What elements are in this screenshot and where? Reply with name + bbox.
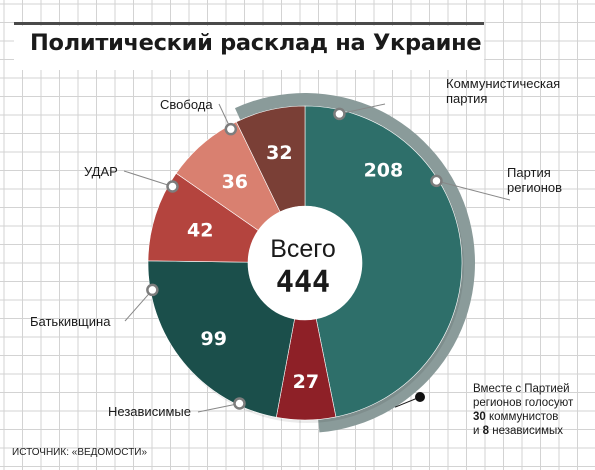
- value-label-independents: 27: [293, 371, 319, 393]
- callout-label-party-of-regions: регионов: [507, 180, 562, 195]
- note-independents-count: 8: [482, 425, 490, 437]
- note-communists-count: 30: [473, 411, 486, 423]
- donut-hole: [248, 206, 362, 320]
- title-bar: [14, 26, 484, 70]
- note-independents-word: независимых: [492, 425, 564, 437]
- title-rule: [14, 22, 484, 25]
- value-label-party-of-regions: 208: [364, 160, 404, 182]
- value-label-communists: 32: [266, 142, 292, 164]
- center-label: Всего: [270, 235, 336, 263]
- marker-svoboda: [224, 122, 238, 136]
- source-credit: ИСТОЧНИК: «ВЕДОМОСТИ»: [12, 447, 148, 458]
- value-label-udar: 42: [187, 219, 213, 241]
- marker-party-of-regions: [430, 174, 443, 188]
- marker-independents: [233, 397, 246, 410]
- leader-line-independents: [197, 402, 240, 413]
- note-line-2: регионов голосуют: [473, 397, 574, 409]
- note-communists-word: коммунистов: [489, 411, 559, 423]
- center-total: 444: [276, 265, 330, 300]
- marker-batkivshchyna: [146, 283, 159, 297]
- chart-title: Политический расклад на Украине: [30, 30, 482, 56]
- leader-line-udar: [123, 170, 173, 187]
- coalition-note: Вместе с Партией регионов голосуют 30 ко…: [473, 382, 591, 438]
- marker-communists: [333, 107, 346, 121]
- note-line-1: Вместе с Партией: [473, 383, 570, 395]
- callout-label-udar: УДАР: [84, 164, 118, 179]
- callout-label-communists: партия: [446, 91, 487, 106]
- note-conj: и: [473, 425, 480, 437]
- callout-label-svoboda: Свобода: [160, 97, 213, 112]
- callout-label-batkivshchyna: Батькивщина: [30, 314, 111, 329]
- callout-label-communists: Коммунистическая: [446, 76, 560, 91]
- leader-line-batkivshchyna: [124, 289, 153, 322]
- leader-line-communists: [339, 103, 386, 115]
- leader-line-party-of-regions: [436, 180, 511, 201]
- marker-udar: [166, 180, 179, 193]
- value-label-batkivshchyna: 99: [200, 328, 226, 350]
- value-label-svoboda: 36: [222, 171, 248, 193]
- slice-communists: [235, 105, 306, 213]
- callout-label-party-of-regions: Партия: [507, 165, 551, 180]
- callout-label-independents: Независимые: [108, 404, 191, 419]
- note-marker-dot: [415, 392, 425, 402]
